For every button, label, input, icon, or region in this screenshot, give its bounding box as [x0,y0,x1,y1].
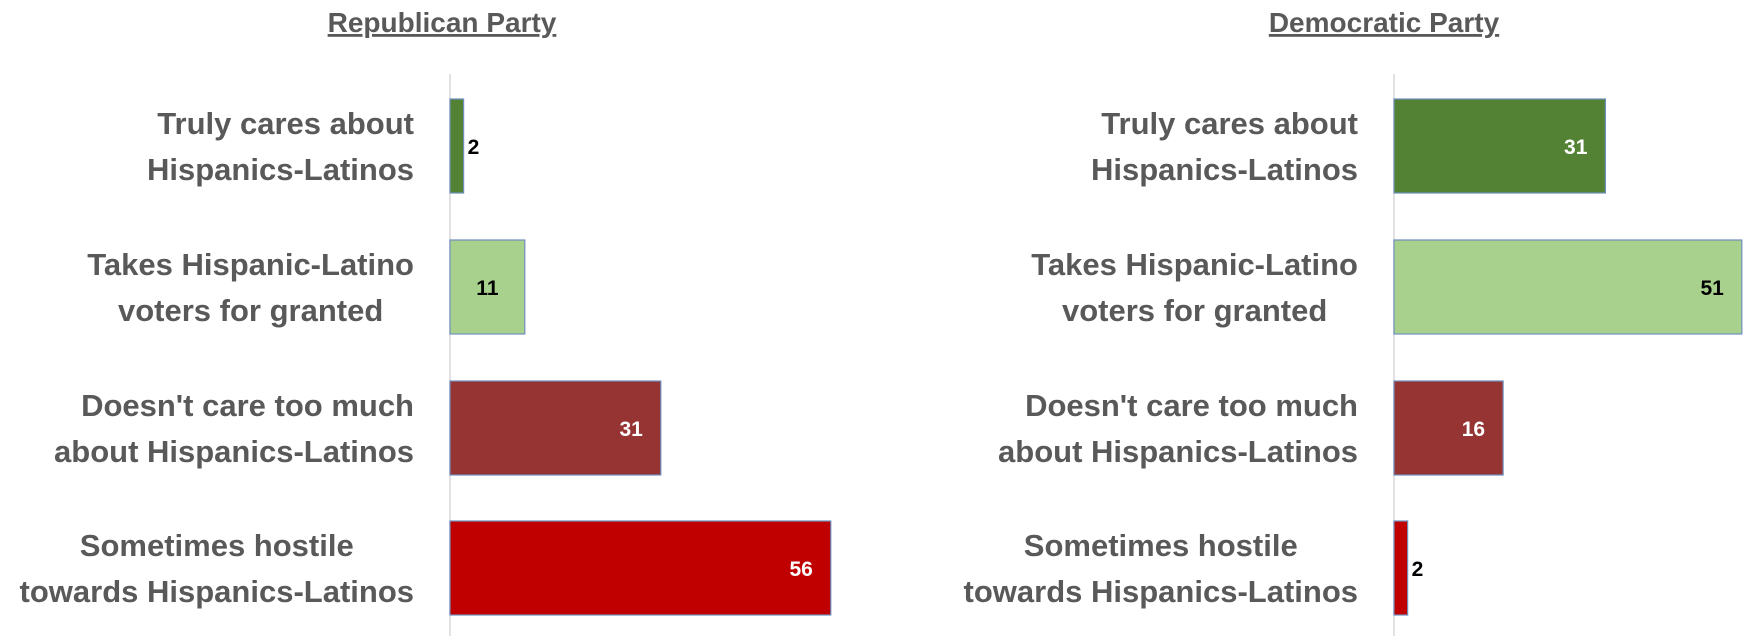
democratic-value-label-2: 51 [1700,277,1724,300]
republican-value-label-4: 56 [789,558,812,581]
republican-value-label-1: 2 [468,136,480,159]
democratic-bar-4 [1393,520,1409,616]
republican-category-label-3-line-1: Doesn't care too much [81,388,414,423]
republican-bar-3 [449,380,662,476]
democratic-category-label-3-line-1: Doesn't care too much [1025,388,1358,423]
republican-category-label-2-line-1: Takes Hispanic-Latino [87,247,414,282]
republican-value-label-3: 31 [619,418,643,441]
republican-bar-2 [449,239,526,335]
republican-category-label-4-line-1: Sometimes hostile [80,528,354,563]
republican-category-label-2-line-2: voters for granted [118,293,383,328]
democratic-category-label-4-line-2: towards Hispanics-Latinos [964,574,1358,609]
democratic-value-label-4: 2 [1412,558,1424,581]
republican-category-label-4-line-2: towards Hispanics-Latinos [20,574,414,609]
democratic-value-label-1: 31 [1564,136,1588,159]
democratic-category-label-2-line-1: Takes Hispanic-Latino [1031,247,1358,282]
democratic-category-label-3-line-2: about Hispanics-Latinos [998,434,1358,469]
democratic-category-label-4-line-1: Sometimes hostile [1024,528,1298,563]
republican-category-label-3-line-2: about Hispanics-Latinos [54,434,414,469]
republican-bar-1 [449,98,465,194]
democratic-bar-3 [1393,380,1504,476]
republican-category-label-1-line-1: Truly cares about [157,106,414,141]
republican-chart-title: Republican Party [328,7,557,38]
republican-value-label-2: 11 [476,277,499,300]
democratic-category-label-1-line-2: Hispanics-Latinos [1091,152,1358,187]
republican-bar-4 [449,520,832,616]
democratic-value-label-3: 16 [1462,418,1485,441]
democratic-chart-title: Democratic Party [1269,7,1500,38]
republican-category-label-1-line-2: Hispanics-Latinos [147,152,414,187]
democratic-category-label-2-line-2: voters for granted [1062,293,1327,328]
democratic-bar-1 [1393,98,1607,194]
democratic-bar-2 [1393,239,1743,335]
democratic-category-label-1-line-1: Truly cares about [1101,106,1358,141]
